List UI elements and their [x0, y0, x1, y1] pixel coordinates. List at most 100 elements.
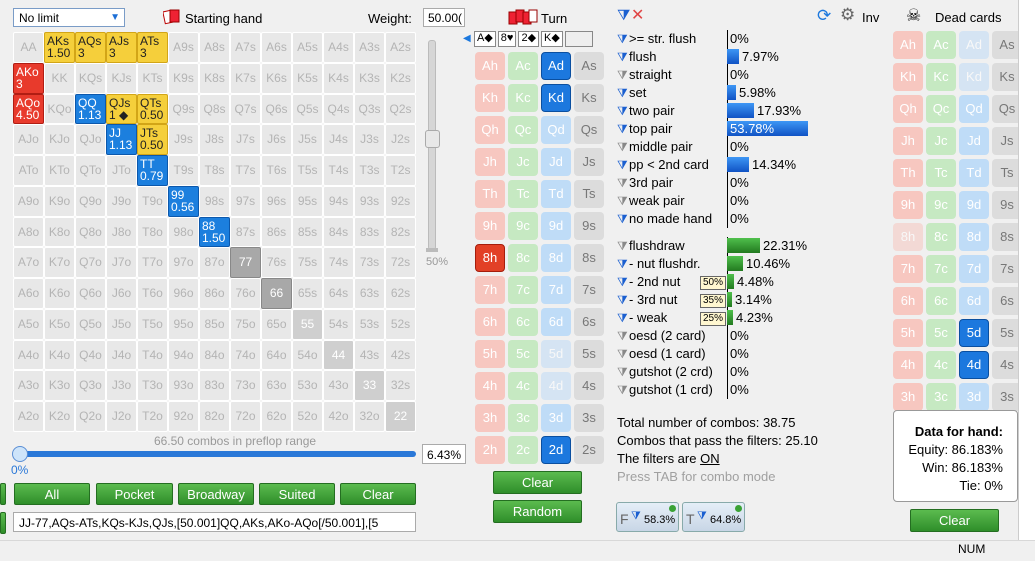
board-clear-button[interactable]: Clear — [493, 471, 582, 494]
range-cell[interactable]: 88 1.50 — [199, 216, 230, 248]
range-cell[interactable]: 86o — [199, 278, 230, 309]
turn-filter-box[interactable]: T ⧩ 64.8% — [682, 502, 745, 532]
card-Kd[interactable]: Kd — [541, 84, 571, 112]
card-Kh[interactable]: Kh — [475, 84, 505, 112]
stat-row[interactable]: ⧩gutshot (2 crd) — [617, 363, 713, 381]
funnel-icon[interactable]: ⧩ — [617, 257, 628, 271]
range-cell[interactable]: J5o — [106, 308, 137, 340]
range-cell[interactable]: 95s — [292, 185, 323, 217]
range-cell[interactable]: Q7o — [75, 247, 106, 279]
range-cell[interactable]: K8s — [199, 62, 230, 94]
card-Tc[interactable]: Tc — [926, 159, 956, 187]
card-6c[interactable]: 6c — [508, 308, 538, 336]
left-edge-button[interactable] — [0, 483, 6, 505]
range-cell[interactable]: 62o — [261, 401, 292, 432]
range-cell[interactable]: A3o — [13, 370, 44, 402]
range-cell[interactable]: Q9o — [75, 185, 106, 217]
weight-slider-knob[interactable] — [425, 130, 440, 148]
card-Kc[interactable]: Kc — [926, 63, 956, 91]
card-Jd[interactable]: Jd — [541, 148, 571, 176]
range-cell[interactable]: 76o — [230, 278, 261, 309]
stat-row[interactable]: ⧩no made hand — [617, 210, 712, 228]
card-6h[interactable]: 6h — [893, 287, 923, 315]
range-cell[interactable]: T8o — [137, 216, 168, 248]
card-Jh[interactable]: Jh — [893, 127, 923, 155]
range-cell[interactable]: AQo 4.50 — [13, 93, 44, 125]
card-4c[interactable]: 4c — [508, 372, 538, 400]
card-9c[interactable]: 9c — [926, 191, 956, 219]
card-5h[interactable]: 5h — [475, 340, 505, 368]
range-cell[interactable]: A4s — [323, 32, 354, 63]
card-Jh[interactable]: Jh — [475, 148, 505, 176]
card-9s[interactable]: 9s — [992, 191, 1022, 219]
range-cell[interactable]: 86s — [261, 216, 292, 248]
range-cell[interactable]: 62s — [385, 278, 416, 309]
funnel-icon[interactable]: ⧩ — [617, 311, 628, 325]
range-cell[interactable]: A8s — [199, 32, 230, 63]
range-grid[interactable]: AA AKs 1.50 AQs 3 AJs 3 ATs 3 A9s A8s A7s A6s A5s A4s A… — [13, 32, 416, 432]
funnel-icon[interactable]: ⧩ — [617, 275, 628, 289]
card-7c[interactable]: 7c — [508, 276, 538, 304]
card-Td[interactable]: Td — [959, 159, 989, 187]
card-4h[interactable]: 4h — [475, 372, 505, 400]
card-Ad[interactable]: Ad — [541, 52, 571, 80]
card-Ac[interactable]: Ac — [508, 52, 538, 80]
range-cell[interactable]: QJo — [75, 124, 106, 156]
card-8s[interactable]: 8s — [574, 244, 604, 272]
range-cell[interactable]: A9s — [168, 32, 199, 63]
range-cell[interactable]: J7s — [230, 124, 261, 156]
range-cell[interactable]: T7o — [137, 247, 168, 279]
range-cell[interactable]: A4o — [13, 339, 44, 371]
range-cell[interactable]: Q5s — [292, 93, 323, 125]
range-cell[interactable]: J3o — [106, 370, 137, 402]
suited-button[interactable]: Suited — [259, 483, 335, 505]
range-cell[interactable]: QQ 1.13 — [75, 93, 106, 125]
range-cell[interactable]: 92s — [385, 185, 416, 217]
board-pill[interactable]: K◆ — [541, 31, 563, 47]
funnel-icon[interactable]: ⧩ — [617, 194, 628, 208]
starting-hand-icon[interactable] — [162, 9, 181, 28]
card-4s[interactable]: 4s — [992, 351, 1022, 379]
range-cell[interactable]: 99 0.56 — [168, 185, 199, 217]
card-6c[interactable]: 6c — [926, 287, 956, 315]
card-6d[interactable]: 6d — [959, 287, 989, 315]
card-Ts[interactable]: Ts — [574, 180, 604, 208]
range-cell[interactable]: J4s — [323, 124, 354, 156]
range-cell[interactable]: J9o — [106, 185, 137, 217]
filter-icon[interactable]: ⧩ — [617, 7, 631, 24]
pocket-button[interactable]: Pocket — [96, 483, 173, 505]
range-cell[interactable]: T9o — [137, 185, 168, 217]
card-3h[interactable]: 3h — [893, 383, 923, 411]
range-cell[interactable]: A7o — [13, 247, 44, 279]
range-cell[interactable]: K4s — [323, 62, 354, 94]
range-slider-knob[interactable] — [12, 446, 28, 462]
range-cell[interactable]: 84o — [199, 339, 230, 371]
range-cell[interactable]: 82s — [385, 216, 416, 248]
range-cell[interactable]: K9o — [44, 185, 75, 217]
card-3c[interactable]: 3c — [508, 404, 538, 432]
range-cell[interactable]: Q3o — [75, 370, 106, 402]
card-8d[interactable]: 8d — [959, 223, 989, 251]
card-6d[interactable]: 6d — [541, 308, 571, 336]
stat-row[interactable]: ⧩middle pair — [617, 138, 693, 156]
funnel-icon[interactable]: ⧩ — [617, 86, 628, 100]
range-cell[interactable]: 75s — [292, 247, 323, 279]
stat-row[interactable]: ⧩oesd (1 card) — [617, 345, 706, 363]
stat-row[interactable]: ⧩- 2nd nut — [617, 273, 680, 291]
card-5s[interactable]: 5s — [992, 319, 1022, 347]
range-cell[interactable]: 92o — [168, 401, 199, 432]
range-cell[interactable]: T5o — [137, 308, 168, 340]
card-7d[interactable]: 7d — [541, 276, 571, 304]
range-cell[interactable]: Q4s — [323, 93, 354, 125]
range-cell[interactable]: K5o — [44, 308, 75, 340]
card-Td[interactable]: Td — [541, 180, 571, 208]
range-cell[interactable]: K4o — [44, 339, 75, 371]
range-cell[interactable]: 43o — [323, 370, 354, 402]
range-cell[interactable]: J5s — [292, 124, 323, 156]
limit-select[interactable]: No limit ▼ — [13, 8, 125, 27]
all-button[interactable]: All — [14, 483, 90, 505]
card-Th[interactable]: Th — [893, 159, 923, 187]
card-5s[interactable]: 5s — [574, 340, 604, 368]
range-cell[interactable]: 63s — [354, 278, 385, 309]
card-3d[interactable]: 3d — [959, 383, 989, 411]
